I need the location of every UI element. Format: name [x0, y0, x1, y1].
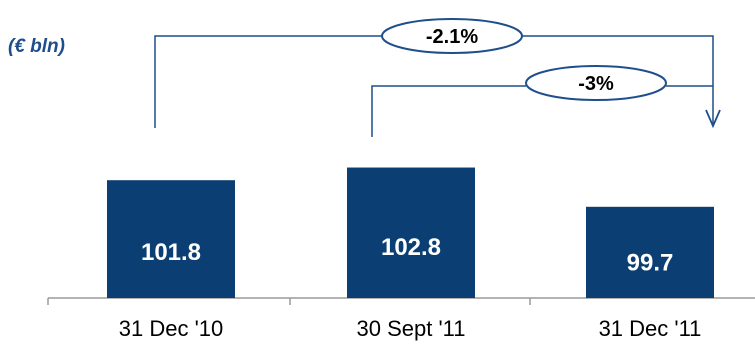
annotation-connector-2.1 — [154, 35, 714, 128]
bar — [586, 206, 714, 298]
category-labels: 31 Dec '10 30 Sept '11 31 Dec '11 — [119, 316, 702, 341]
x-axis — [47, 297, 755, 305]
arrow-down-icon — [705, 109, 721, 129]
annotation-bubble-2.1 — [381, 18, 523, 54]
category-label: 30 Sept '11 — [357, 316, 466, 341]
annotation-label-3: -3% — [578, 73, 614, 95]
annotation-label-2.1: -2.1% — [426, 26, 478, 48]
bar — [347, 167, 475, 298]
annotation-connector-3 — [371, 85, 713, 137]
bar-series: 101.8 102.8 99.7 — [107, 167, 714, 298]
bar-value-label: 101.8 — [141, 239, 201, 266]
annotation-bubble-3 — [525, 65, 667, 101]
category-label: 31 Dec '11 — [599, 316, 702, 341]
unit-label: (€ bln) — [8, 36, 65, 57]
bar-value-label: 99.7 — [627, 250, 674, 277]
change-annotations: -2.1% -3% — [154, 18, 721, 137]
bar — [107, 180, 235, 298]
bar-value-label: 102.8 — [381, 234, 441, 261]
category-label: 31 Dec '10 — [119, 316, 224, 341]
